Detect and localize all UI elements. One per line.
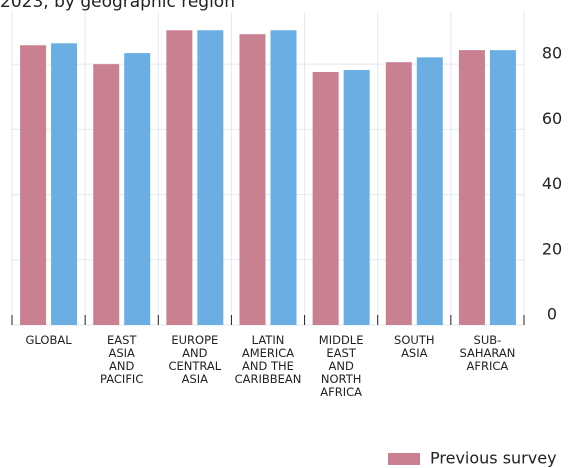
bar <box>124 53 151 326</box>
bar <box>239 34 266 325</box>
bar <box>93 64 120 326</box>
bar <box>270 30 297 326</box>
x-tick-label: EAST ASIA AND PACIFIC <box>100 333 144 386</box>
bar <box>489 50 516 325</box>
bar <box>20 45 47 325</box>
bar <box>343 70 370 325</box>
bar <box>416 57 443 325</box>
x-tick-label: SUB- SAHARAN AFRICA <box>459 333 516 373</box>
bar <box>51 43 78 326</box>
x-tick-label: SOUTH ASIA <box>394 333 435 360</box>
bar <box>385 62 412 325</box>
legend-label: Previous survey <box>430 449 557 468</box>
bar <box>166 30 193 326</box>
y-tick-label: 40 <box>542 174 562 193</box>
y-tick-label: 60 <box>542 109 562 128</box>
bar <box>197 30 224 326</box>
y-tick-label: 0 <box>547 305 557 324</box>
y-tick-label: 20 <box>542 239 562 258</box>
legend-swatch <box>388 453 420 465</box>
chart-title: 2023, by geographic region <box>0 0 235 12</box>
x-tick-label: GLOBAL <box>25 333 72 347</box>
y-tick-label: 80 <box>542 44 562 63</box>
bar <box>458 50 485 325</box>
bar <box>312 71 339 325</box>
x-tick-label: LATIN AMERICA AND THE CARIBBEAN <box>234 333 302 386</box>
x-tick-label: EUROPE AND CENTRAL ASIA <box>168 333 222 386</box>
x-tick-label: MIDDLE EAST AND NORTH AFRICA <box>318 333 364 399</box>
